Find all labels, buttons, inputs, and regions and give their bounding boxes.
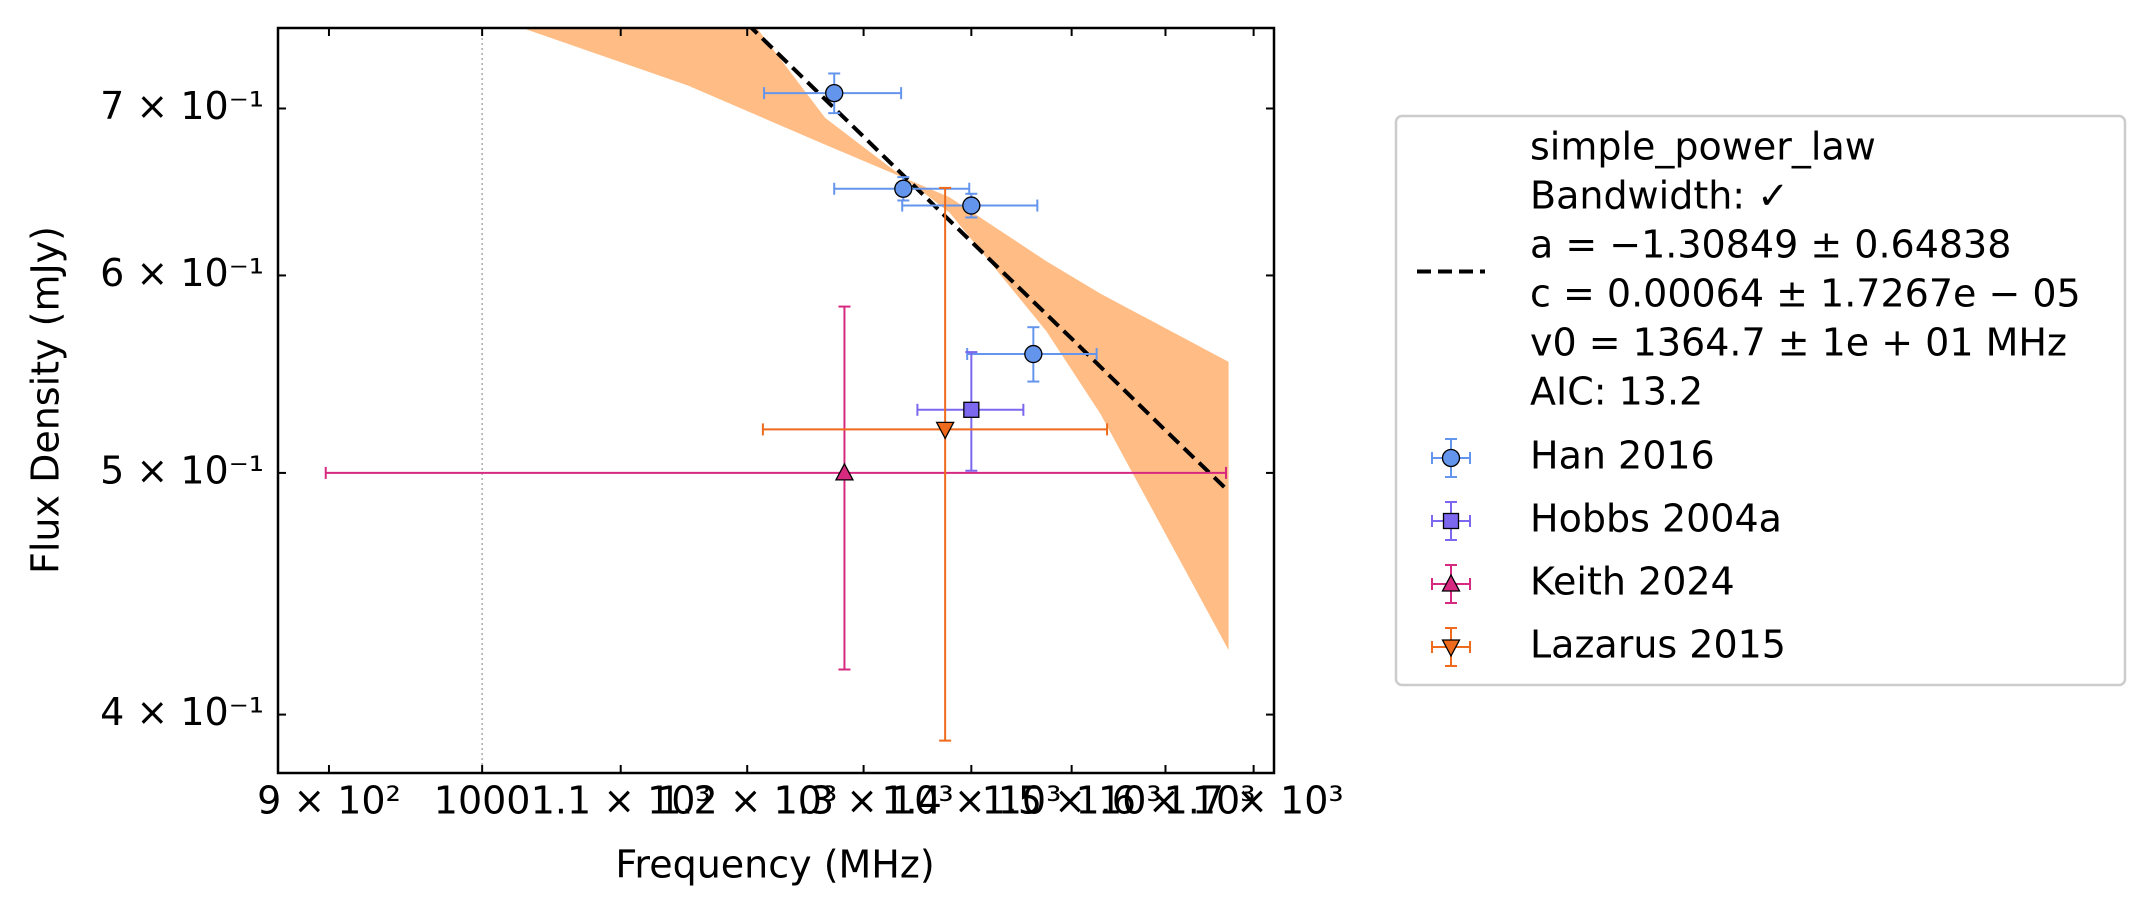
marker	[1441, 448, 1461, 468]
marker	[962, 196, 981, 215]
legend-label: a = −1.30849 ± 0.64838	[1530, 223, 2011, 267]
marker	[935, 421, 955, 440]
legend-label: AIC: 13.2	[1530, 370, 1703, 414]
plot-area	[324, 28, 1230, 773]
marker	[1024, 344, 1043, 364]
legend-label: Lazarus 2015	[1530, 623, 1786, 667]
legend-label: simple_power_law	[1530, 125, 1876, 169]
confidence-band	[522, 28, 1229, 651]
x-axis-label: Frequency (MHz)	[615, 843, 934, 887]
y-error-bar	[838, 305, 851, 671]
legend-entry: Hobbs 2004a	[1431, 497, 1782, 541]
y-tick-label: 6 × 10⁻¹	[100, 251, 264, 295]
marker	[963, 401, 980, 418]
x-tick-label: 1000	[434, 779, 531, 823]
legend-label: Han 2016	[1530, 434, 1715, 478]
legend-entry: Han 2016	[1431, 434, 1715, 478]
x-tick-label: 9 × 10²	[257, 779, 401, 823]
marker	[825, 83, 844, 103]
y-error-bar	[939, 186, 952, 742]
y-tick-label: 5 × 10⁻¹	[100, 448, 264, 492]
x-tick-label: 1.5 × 10³	[982, 779, 1162, 823]
legend-label: c = 0.00064 ± 1.7267e − 05	[1530, 272, 2081, 316]
x-tick-label: 1.1 × 10³	[531, 779, 711, 823]
fit-line	[748, 28, 1230, 492]
x-error-bar	[761, 423, 1109, 436]
y-tick-label: 7 × 10⁻¹	[100, 84, 264, 128]
x-tick-label: 1.6 × 10³	[1075, 779, 1255, 823]
legend-label: Hobbs 2004a	[1530, 497, 1782, 541]
marker	[1441, 573, 1461, 592]
marker	[834, 462, 855, 481]
x-tick-label: 1.3 × 10³	[774, 779, 954, 823]
y-axis-label: Flux Density (mJy)	[24, 226, 68, 574]
x-error-bar	[324, 466, 1227, 479]
marker	[894, 179, 913, 198]
legend-entry: Lazarus 2015	[1431, 623, 1786, 667]
x-tick-label: 1.2 × 10³	[657, 779, 837, 823]
legend-label: Keith 2024	[1530, 560, 1735, 604]
y-tick-label: 4 × 10⁻¹	[100, 690, 264, 734]
x-tick-label: 1.7 × 10³	[1164, 779, 1344, 823]
legend-box	[1394, 114, 2127, 687]
legend-entry: Keith 2024	[1431, 560, 1735, 604]
plot-frame	[276, 26, 1276, 775]
marker	[1442, 512, 1460, 530]
marker	[1441, 639, 1461, 658]
legend-label: v0 = 1364.7 ± 1e + 01 MHz	[1530, 321, 2067, 365]
x-tick-label: 1.4 × 10³	[881, 779, 1061, 823]
legend-label: Bandwidth: ✓	[1530, 174, 1789, 218]
